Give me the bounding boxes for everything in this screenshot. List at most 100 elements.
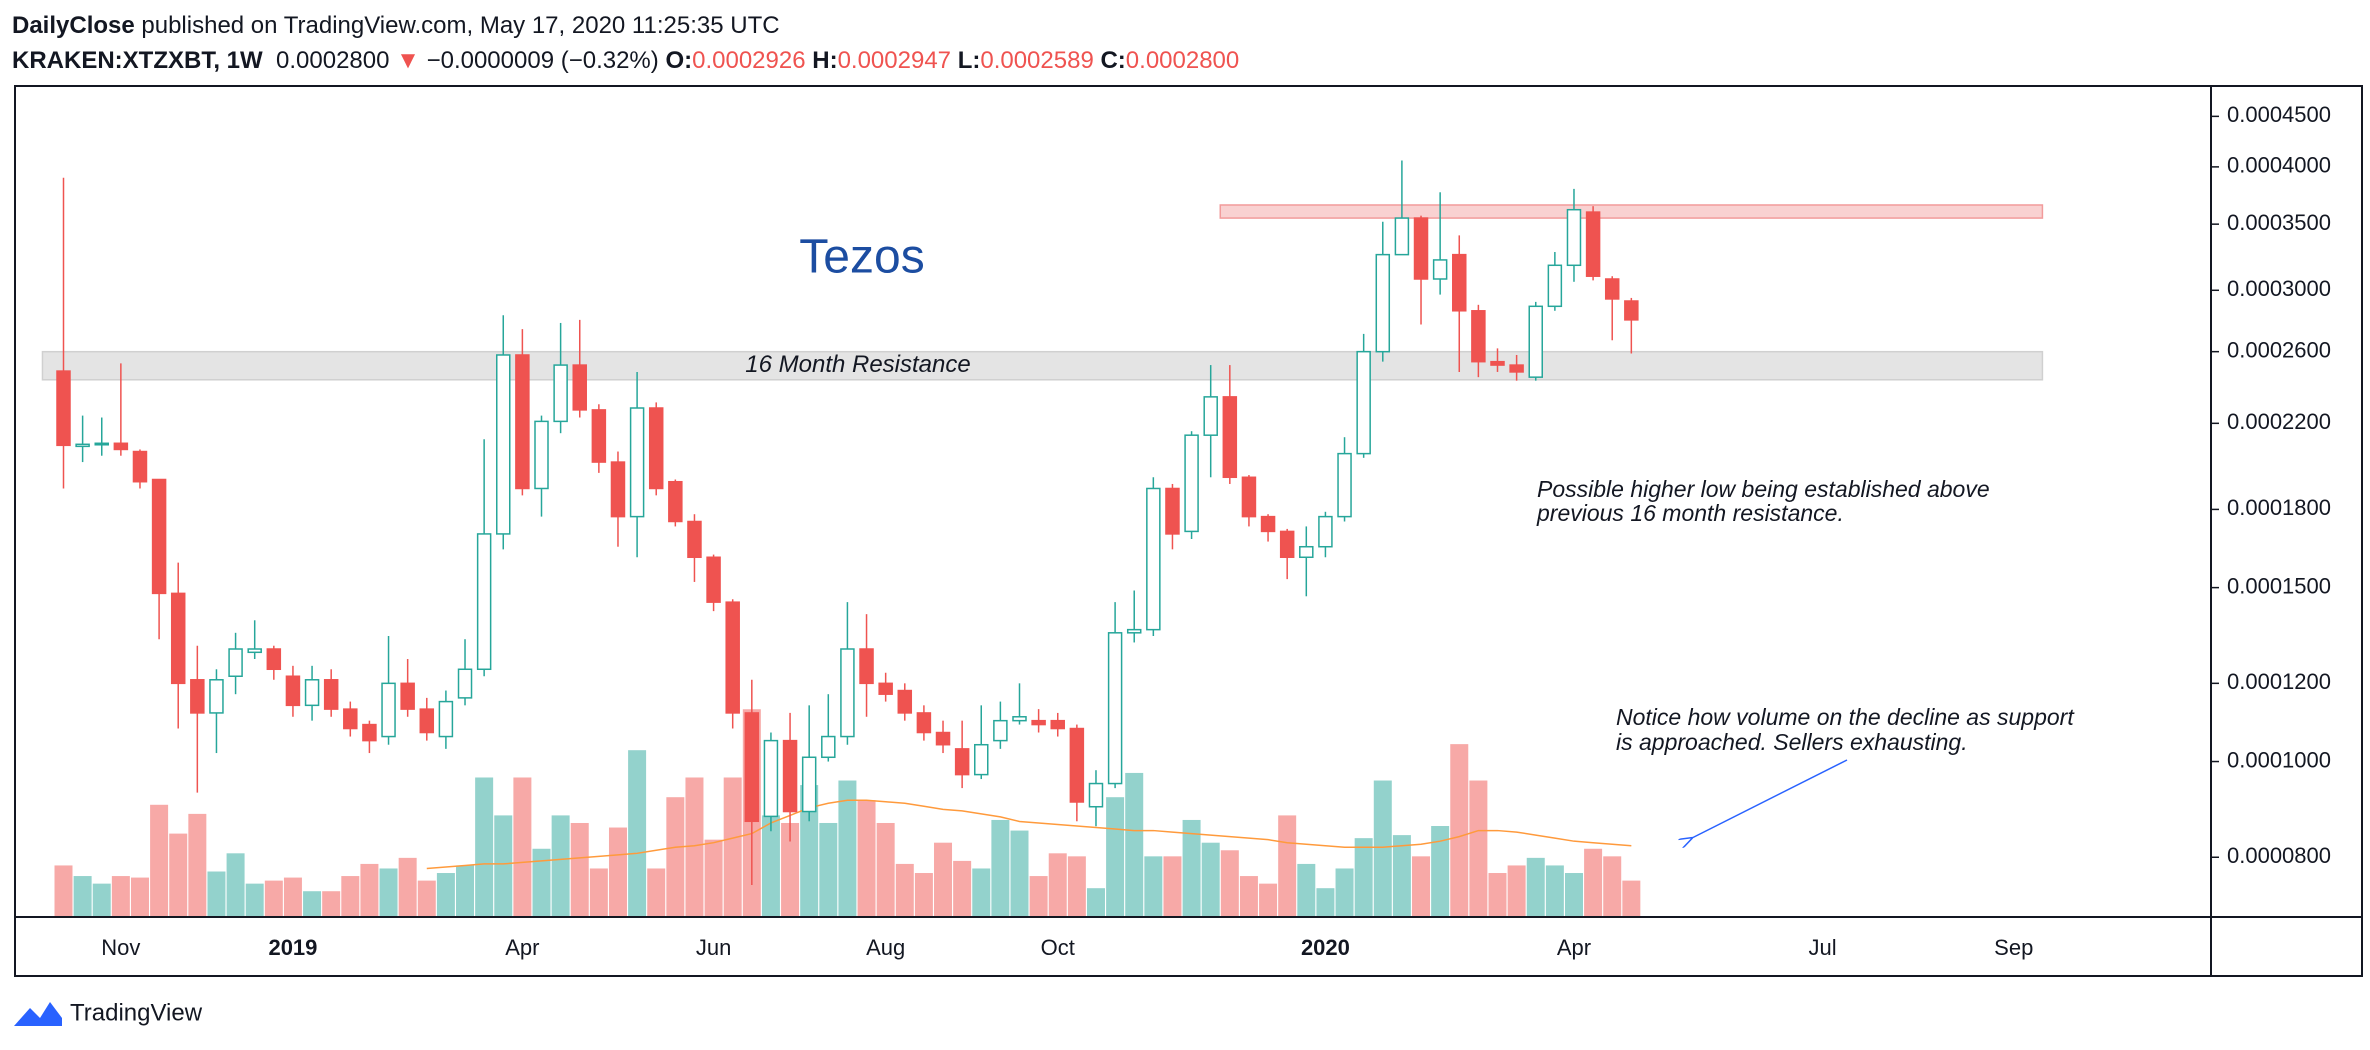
candle-body bbox=[668, 480, 683, 523]
volume-bar bbox=[953, 860, 972, 917]
y-tick-label: 0.0001500 bbox=[2227, 573, 2331, 598]
candle-body bbox=[1107, 632, 1123, 785]
x-tick-label: 2019 bbox=[268, 935, 317, 960]
candle-body bbox=[591, 409, 607, 463]
candle-body bbox=[1318, 515, 1333, 548]
volume-bar bbox=[589, 868, 608, 917]
candle-body bbox=[610, 461, 626, 518]
candle-body bbox=[343, 708, 358, 730]
volume-bar bbox=[1431, 826, 1450, 917]
volume-bar bbox=[169, 833, 188, 917]
ohlc-label: H: bbox=[812, 47, 838, 74]
candle-body bbox=[1394, 217, 1410, 256]
volume-bar bbox=[207, 871, 226, 917]
change-arrow: ▼ bbox=[396, 47, 420, 74]
volume-bar bbox=[685, 777, 704, 917]
volume-bar bbox=[628, 750, 647, 917]
volume-bar bbox=[417, 880, 436, 917]
candle-body bbox=[496, 354, 511, 535]
candle-body bbox=[362, 723, 377, 742]
candle-body bbox=[1624, 300, 1639, 321]
volume-bar bbox=[1163, 856, 1182, 917]
zone bbox=[41, 350, 2044, 381]
volume-bar bbox=[1392, 835, 1411, 917]
candle-body bbox=[381, 682, 396, 738]
candle-body bbox=[553, 364, 568, 423]
volume-bar bbox=[322, 891, 341, 917]
candle-body bbox=[419, 708, 435, 734]
candle-body bbox=[859, 648, 874, 685]
volume-bar bbox=[1125, 772, 1144, 917]
volume-bar bbox=[1564, 873, 1583, 917]
candle-body bbox=[1413, 217, 1429, 280]
candle-body bbox=[1356, 350, 1371, 455]
logo: TradingView bbox=[14, 999, 203, 1026]
volume-bar bbox=[1259, 883, 1278, 917]
volume-bar bbox=[1469, 780, 1488, 917]
candle-body bbox=[1088, 782, 1104, 808]
y-tick-label: 0.0001800 bbox=[2227, 495, 2331, 520]
volume-bar bbox=[226, 853, 245, 917]
candle-body bbox=[228, 648, 243, 677]
candle-body bbox=[515, 354, 530, 490]
y-tick-label: 0.0003500 bbox=[2227, 210, 2331, 235]
candle-body bbox=[687, 520, 702, 559]
zones bbox=[41, 204, 2044, 381]
frame bbox=[14, 85, 2363, 977]
volume-bar bbox=[551, 815, 570, 917]
candle-body bbox=[1375, 253, 1391, 353]
candle-body bbox=[1069, 727, 1085, 803]
volume-bar bbox=[264, 880, 283, 917]
volume-bar bbox=[379, 868, 398, 917]
volume-bar bbox=[1412, 856, 1431, 917]
volume-ma-line bbox=[426, 799, 1632, 870]
annotation: previous 16 month resistance. bbox=[1536, 500, 1844, 526]
candle-body bbox=[916, 712, 932, 734]
volume-bar bbox=[283, 877, 302, 917]
candle-body bbox=[1528, 305, 1543, 378]
header-line: KRAKEN:XTZXBT, 1W 0.0002800 ▼ −0.0000009… bbox=[12, 43, 1239, 78]
volume-bar bbox=[647, 868, 666, 917]
volume-bar bbox=[360, 863, 379, 917]
volume-bar bbox=[1373, 780, 1392, 917]
candle-body bbox=[1337, 452, 1352, 518]
last-price: 0.0002800 bbox=[276, 47, 390, 74]
volume-bar bbox=[1354, 838, 1373, 917]
candle-body bbox=[1279, 530, 1295, 559]
volume-bar bbox=[73, 876, 92, 917]
x-tick-label: Jul bbox=[1808, 935, 1836, 960]
y-tick-label: 0.0001000 bbox=[2227, 747, 2331, 772]
ohlc-value: 0.0002589 bbox=[980, 47, 1094, 74]
candle-body bbox=[1203, 396, 1218, 436]
candle-body bbox=[151, 478, 167, 595]
y-tick-label: 0.0002600 bbox=[2227, 337, 2331, 362]
y-tick-label: 0.0002200 bbox=[2227, 409, 2331, 434]
volume-bar bbox=[819, 822, 838, 917]
candle-body bbox=[1031, 719, 1046, 726]
candle-body bbox=[209, 679, 224, 714]
volume-bar bbox=[398, 857, 417, 917]
volume-bar bbox=[1316, 888, 1335, 917]
candle-body bbox=[1299, 545, 1314, 559]
candle-body bbox=[801, 756, 817, 813]
candle-body bbox=[572, 364, 587, 411]
candle-body bbox=[993, 719, 1008, 742]
candle-body bbox=[94, 442, 109, 446]
volume-bar bbox=[608, 827, 627, 917]
volume-bar bbox=[1603, 856, 1622, 917]
volume-bar bbox=[1335, 868, 1354, 917]
volume-bar bbox=[1201, 842, 1220, 917]
volume-bar bbox=[991, 819, 1010, 917]
volume-bar bbox=[838, 780, 857, 917]
author: DailyClose bbox=[12, 12, 135, 39]
y-tick-label: 0.0004500 bbox=[2227, 102, 2331, 127]
volume-bar bbox=[54, 865, 73, 917]
volume-bar bbox=[1526, 857, 1545, 917]
candle-body bbox=[1604, 278, 1620, 300]
volume-bar bbox=[1297, 863, 1316, 917]
volume-bar bbox=[436, 873, 455, 917]
change: −0.0000009 (−0.32%) bbox=[426, 47, 659, 74]
ohlc-value: 0.0002947 bbox=[837, 47, 952, 74]
